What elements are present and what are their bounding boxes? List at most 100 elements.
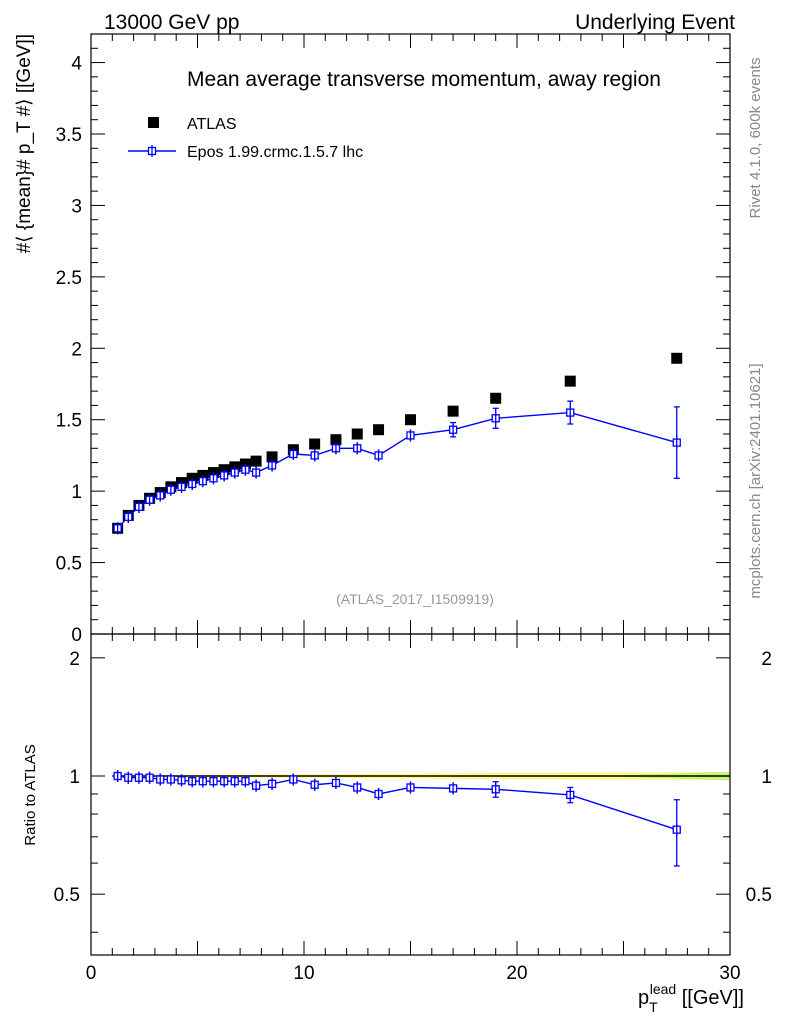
- atlas-data-point: [671, 352, 683, 364]
- x-axis-label-unit: [[GeV]]: [676, 987, 744, 1009]
- epos-point: [209, 472, 218, 485]
- epos-point: [219, 469, 229, 482]
- ratio-y-tick-label-left: 1: [69, 767, 80, 788]
- main-y-tick-label: 0: [71, 625, 82, 646]
- epos-ratio-point: [124, 771, 133, 784]
- ratio-y-tick-label-right: 2: [761, 649, 772, 670]
- epos-ratio-point: [219, 775, 229, 788]
- main-y-tick-labels: 0 0.5 1 1.5 2 2.5 3 3.5 4: [56, 54, 83, 646]
- atlas-data-point: [405, 414, 416, 426]
- main-y-axis-label: #⟨ {mean}# p_T #⟩ [[GeV]]: [14, 34, 35, 253]
- main-legend: ATLAS Epos 1.99.crmc.1.5.7 lhc: [128, 116, 363, 161]
- epos-ratio-point: [448, 782, 458, 795]
- epos-ratio-point: [166, 773, 176, 786]
- ratio-axis-ticks: [90, 634, 731, 955]
- x-tick-label: 20: [506, 963, 527, 984]
- epos-point: [310, 449, 319, 462]
- x-tick-label: 30: [719, 963, 740, 984]
- x-tick-label: 0: [86, 963, 97, 984]
- main-y-tick-label: 2.5: [56, 268, 82, 289]
- main-title: Mean average transverse momentum, away r…: [187, 68, 661, 91]
- epos-point: [448, 421, 458, 438]
- epos-ratio-point: [491, 781, 500, 798]
- epos-point: [491, 407, 500, 429]
- epos-point: [230, 466, 239, 479]
- epos-ratio-point: [209, 775, 218, 788]
- epos-point: [241, 463, 250, 476]
- epos-point: [177, 480, 186, 493]
- epos-point: [188, 478, 197, 490]
- ratio-y-axis-label: Ratio to ATLAS: [22, 744, 39, 845]
- epos-point: [289, 448, 298, 460]
- epos-ratio-point: [251, 779, 261, 792]
- x-axis-label-sup: lead: [650, 981, 676, 997]
- epos-ratio-point: [188, 775, 197, 788]
- atlas-data-point: [373, 424, 385, 436]
- ratio-uncertainty-band-layer: [112, 771, 731, 781]
- ratio-y-tick-label-left: 2: [69, 649, 80, 670]
- atlas-data-point: [351, 428, 363, 440]
- ratio-y-tick-label-left: 0.5: [54, 885, 80, 906]
- epos-ratio-point: [156, 773, 165, 786]
- epos-ratio-point: [374, 787, 383, 800]
- epos-point: [406, 429, 415, 442]
- main-y-tick-label: 3.5: [56, 125, 82, 146]
- main-watermark: (ATLAS_2017_I1509919): [336, 591, 494, 607]
- epos-point: [113, 522, 122, 535]
- epos-ratio-point: [289, 773, 298, 786]
- ratio-panel-frame: [90, 633, 731, 956]
- epos-point: [145, 493, 154, 506]
- epos-ratio-point: [113, 770, 122, 783]
- main-y-tick-label: 1: [71, 482, 82, 503]
- epos-point: [353, 442, 362, 455]
- epos-ratio-point: [406, 781, 415, 794]
- atlas-data-point: [490, 392, 502, 404]
- ratio-data-layer: [113, 770, 681, 867]
- epos-point: [124, 510, 133, 523]
- epos-ratio-point: [267, 777, 277, 790]
- epos-ratio-point: [672, 799, 681, 867]
- main-axis-ticks: [90, 33, 731, 635]
- x-axis-label-main: p: [638, 987, 649, 1009]
- atlas-data-point: [564, 375, 576, 387]
- main-data-layer: [112, 352, 683, 535]
- legend-atlas-label: ATLAS: [187, 116, 237, 133]
- epos-point: [374, 449, 383, 462]
- ratio-y-tick-label-right: 1: [761, 767, 772, 788]
- mcplots-source-label: mcplots.cern.ch [arXiv:2401.10621]: [747, 363, 764, 598]
- epos-point: [166, 483, 176, 496]
- main-panel: 0 0.5 1 1.5 2 2.5 3 3.5 4 Mean average transvers…: [14, 33, 731, 646]
- atlas-data-point: [330, 434, 342, 446]
- atlas-data-point: [447, 405, 459, 417]
- main-y-tick-label: 1.5: [56, 411, 82, 432]
- epos-ratio-point: [177, 774, 186, 787]
- ratio-y-tick-label-right: 0.5: [746, 885, 772, 906]
- epos-point: [198, 475, 207, 488]
- epos-ratio-point: [198, 775, 207, 788]
- ratio-panel: 0.5 0.5 1 1 2 2 0 10 20 30 Ratio to ATLAS pTlead…: [22, 633, 772, 1015]
- epos-point: [156, 489, 165, 502]
- epos-point: [267, 459, 277, 472]
- epos-point: [331, 442, 341, 455]
- legend-atlas-marker: [148, 117, 159, 128]
- epos-ratio-point: [134, 771, 144, 784]
- main-y-tick-label: 4: [71, 54, 82, 75]
- epos-point: [251, 466, 261, 479]
- x-axis-label: pTlead [[GeV]]: [638, 981, 744, 1015]
- epos-ratio-point: [145, 771, 154, 784]
- atlas-data-point: [266, 451, 278, 463]
- main-y-tick-label: 2: [71, 339, 82, 360]
- x-tick-labels: 0 10 20 30: [86, 963, 741, 984]
- header-energy-label: 13000 GeV pp: [104, 11, 239, 34]
- rivet-version-label: Rivet 4.1.0, 600k events: [747, 58, 764, 219]
- header-process-label: Underlying Event: [575, 11, 735, 34]
- main-y-tick-label: 0.5: [56, 554, 82, 575]
- epos-point: [134, 500, 144, 513]
- ratio-y-tick-labels: 0.5 0.5 1 1 2 2: [54, 649, 772, 906]
- epos-ratio-point: [230, 775, 239, 788]
- legend-epos-label: Epos 1.99.crmc.1.5.7 lhc: [187, 144, 363, 161]
- epos-ratio-point: [241, 775, 250, 788]
- epos-point: [672, 406, 681, 479]
- epos-ratio-point: [310, 778, 319, 791]
